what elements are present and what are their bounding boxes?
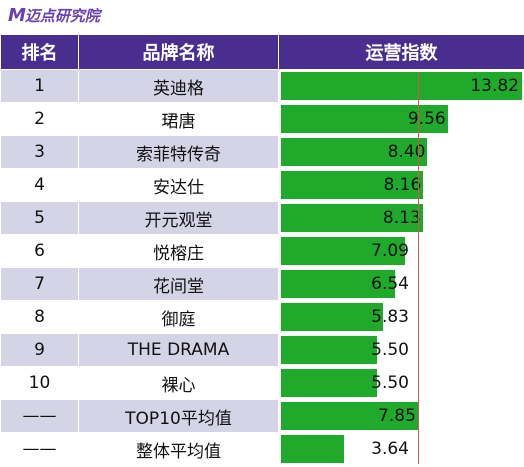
index-value-label: 9.56 <box>407 109 446 129</box>
index-bar <box>281 435 345 463</box>
index-bar <box>281 270 396 298</box>
index-value-label: 7.09 <box>371 241 409 261</box>
index-cell: 3.64 <box>278 432 524 466</box>
index-bar <box>281 138 428 166</box>
logo: M 迈点研究院 <box>8 3 100 27</box>
index-cell: 9.56 <box>278 102 524 136</box>
index-bar <box>281 72 522 100</box>
rank-cell: —— <box>0 399 79 433</box>
index-bar <box>281 105 448 133</box>
index-bar <box>281 204 423 232</box>
table-row: —— 整体平均值 3.64 <box>0 432 524 466</box>
table-row: —— TOP10平均值 7.85 <box>0 399 524 433</box>
rank-cell: 2 <box>0 102 79 136</box>
column-header-rank: 排名 <box>0 34 79 70</box>
rank-cell: 4 <box>0 168 79 202</box>
index-cell: 5.83 <box>278 300 524 334</box>
index-value-label: 5.50 <box>371 340 409 360</box>
brand-name-cell: TOP10平均值 <box>78 399 279 433</box>
brand-name-cell: 索菲特传奇 <box>78 135 279 169</box>
column-header-index: 运营指数 <box>278 34 524 70</box>
rank-cell: 9 <box>0 333 79 367</box>
brand-name-cell: THE DRAMA <box>78 333 279 367</box>
index-cell: 8.40 <box>278 135 524 169</box>
brand-name-cell: 整体平均值 <box>78 432 279 466</box>
table-row: 6 悦榕庄 7.09 <box>0 234 524 268</box>
table-body: 1 英迪格 13.82 2 珺唐 9.56 3 索菲特传奇 8.40 4 安达仕 8.16 5 开元观堂 8… <box>0 69 524 466</box>
table-row: 5 开元观堂 8.13 <box>0 201 524 235</box>
index-value-label: 8.16 <box>383 175 422 195</box>
rank-cell: 5 <box>0 201 79 235</box>
ranking-table: 排名 品牌名称 运营指数 1 英迪格 13.82 2 珺唐 9.56 3 索菲特传奇 8.40 4… <box>0 34 524 466</box>
index-cell: 8.16 <box>278 168 524 202</box>
brand-name-cell: 英迪格 <box>78 69 279 103</box>
rank-cell: 3 <box>0 135 79 169</box>
index-cell: 7.09 <box>278 234 524 268</box>
table-row: 3 索菲特传奇 8.40 <box>0 135 524 169</box>
rank-cell: 10 <box>0 366 79 400</box>
brand-name-cell: 珺唐 <box>78 102 279 136</box>
index-bar <box>281 171 424 199</box>
index-cell: 7.85 <box>278 399 524 433</box>
index-value-label: 13.82 <box>470 76 519 96</box>
index-value-label: 8.13 <box>382 208 421 228</box>
brand-name-cell: 安达仕 <box>78 168 279 202</box>
table-row: 10 裸心 5.50 <box>0 366 524 400</box>
brand-name-cell: 御庭 <box>78 300 279 334</box>
column-header-brand: 品牌名称 <box>78 34 279 70</box>
index-bar <box>281 303 383 331</box>
index-bar <box>281 402 418 430</box>
rank-cell: —— <box>0 432 79 466</box>
rank-cell: 6 <box>0 234 79 268</box>
index-bar <box>281 369 377 397</box>
brand-name-cell: 花间堂 <box>78 267 279 301</box>
index-value-label: 5.50 <box>371 373 409 393</box>
index-value-label: 5.83 <box>371 307 409 327</box>
brand-name-cell: 悦榕庄 <box>78 234 279 268</box>
index-cell: 5.50 <box>278 333 524 367</box>
rank-cell: 8 <box>0 300 79 334</box>
index-value-label: 6.54 <box>371 274 409 294</box>
index-bar <box>281 237 405 265</box>
index-cell: 13.82 <box>278 69 524 103</box>
table-row: 8 御庭 5.83 <box>0 300 524 334</box>
table-row: 9 THE DRAMA 5.50 <box>0 333 524 367</box>
brand-name-cell: 裸心 <box>78 366 279 400</box>
index-cell: 6.54 <box>278 267 524 301</box>
index-value-label: 8.40 <box>387 142 426 162</box>
index-value-label: 7.85 <box>378 406 416 426</box>
brand-name-cell: 开元观堂 <box>78 201 279 235</box>
table-header-row: 排名 品牌名称 运营指数 <box>0 34 524 70</box>
index-bar <box>281 336 377 364</box>
index-value-label: 3.64 <box>371 439 409 459</box>
table-row: 7 花间堂 6.54 <box>0 267 524 301</box>
table-row: 4 安达仕 8.16 <box>0 168 524 202</box>
logo-mark: M <box>8 4 26 26</box>
index-cell: 8.13 <box>278 201 524 235</box>
rank-cell: 7 <box>0 267 79 301</box>
table-row: 1 英迪格 13.82 <box>0 69 524 103</box>
rank-cell: 1 <box>0 69 79 103</box>
logo-text: 迈点研究院 <box>24 6 100 25</box>
index-cell: 5.50 <box>278 366 524 400</box>
table-row: 2 珺唐 9.56 <box>0 102 524 136</box>
average-reference-line <box>417 72 419 464</box>
